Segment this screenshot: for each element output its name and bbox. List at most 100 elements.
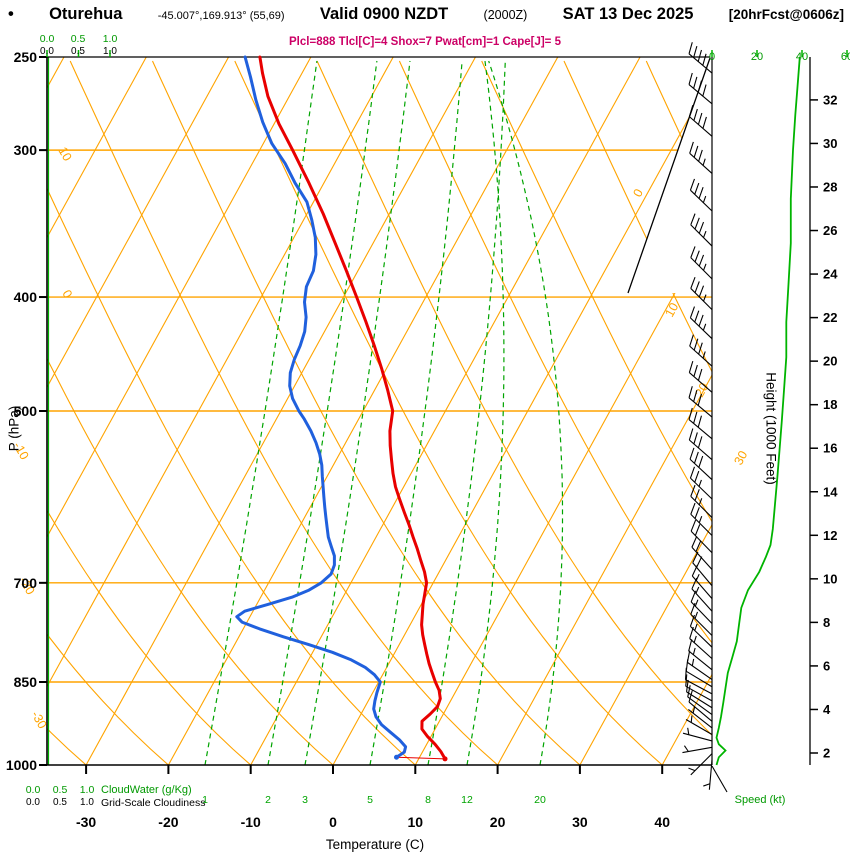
mixing-ratio-line	[304, 60, 411, 765]
wind-barb	[690, 277, 713, 311]
dry-adiabat-line	[563, 60, 712, 765]
wind-barb	[688, 428, 713, 461]
barb-full	[693, 411, 698, 424]
valid-time: Valid 0900 NZDT	[319, 5, 449, 23]
barb-staff	[685, 685, 713, 702]
barb-full	[694, 507, 700, 519]
barb-half	[695, 586, 700, 594]
barb-full	[689, 334, 694, 347]
barb-staff	[688, 419, 713, 440]
wind-barb	[690, 502, 713, 536]
mixing-ratio-line	[488, 60, 564, 765]
wind-barb	[689, 466, 713, 500]
height-tick-label: 8	[823, 615, 830, 630]
temperature-curve	[258, 55, 447, 761]
barb-half	[703, 230, 707, 238]
height-tick-label: 22	[823, 310, 837, 325]
height-tick-label: 20	[823, 354, 837, 369]
barb-full	[687, 685, 691, 698]
barb-staff	[688, 701, 713, 722]
barb-full	[688, 690, 693, 703]
barb-full	[697, 393, 703, 406]
mixing-ratio-label: 2	[265, 794, 271, 806]
mixing-ratio-label: 5	[367, 794, 373, 806]
cloudwater-top-tick-2: 1.0	[102, 33, 118, 45]
wind-barb	[690, 519, 713, 554]
temp-tick-label: 40	[654, 814, 670, 830]
wind-barb	[687, 685, 713, 716]
barb-full	[688, 407, 693, 420]
barb-half	[690, 715, 693, 723]
cloudwater-top-tick-0: 0.0	[39, 33, 55, 45]
barb-full	[694, 470, 700, 483]
wind-barb	[689, 141, 713, 174]
pressure-tick-label: 500	[14, 403, 38, 419]
barb-half	[694, 611, 699, 619]
cloudwater-bottom-tick-0: 0.0	[25, 784, 41, 796]
isotherm-label: 10	[662, 300, 681, 319]
barb-full	[686, 650, 691, 663]
barb-full	[698, 342, 703, 355]
temp-tick-label: 30	[572, 814, 588, 830]
barb-staff	[689, 345, 713, 367]
valid-date: SAT 13 Dec 2025	[562, 5, 694, 23]
cloudwater-axis-title: CloudWater (g/Kg)	[101, 784, 192, 796]
height-tick-label: 32	[823, 92, 837, 107]
barb-full	[697, 49, 703, 62]
dry-adiabat-line	[234, 60, 663, 765]
barb-full	[689, 447, 695, 460]
temp-tick-label: 20	[490, 814, 506, 830]
barb-half	[691, 658, 695, 666]
barb-full	[697, 368, 703, 381]
barb-staff	[689, 152, 713, 174]
height-tick-label: 6	[823, 658, 830, 673]
barb-full	[697, 112, 703, 125]
barb-half	[693, 635, 697, 643]
barb-staff	[690, 224, 713, 247]
wind-barb	[685, 715, 713, 735]
barb-staff	[691, 588, 713, 612]
station-bullet: •	[8, 5, 14, 23]
height-tick-label: 30	[823, 136, 837, 151]
isotherm-line	[47, 57, 394, 765]
cloudwater-top-tick-1: 0.5	[70, 33, 86, 45]
plot-corner-diagonal	[627, 57, 711, 294]
isotherm-line	[47, 57, 147, 765]
temp-tick-label: 10	[408, 814, 424, 830]
wind-barb	[689, 447, 713, 481]
temperature-axis-title: Temperature (C)	[325, 837, 425, 852]
barb-half	[688, 767, 696, 772]
barb-half	[703, 783, 711, 787]
barb-staff	[688, 84, 713, 105]
barb-full	[694, 489, 700, 501]
barb-full	[694, 310, 700, 323]
barb-full	[686, 679, 689, 692]
adiabat-label: 0	[59, 288, 75, 301]
barb-staff	[690, 288, 713, 311]
wind-barb	[690, 484, 713, 518]
barb-full	[689, 178, 695, 191]
cloudwater-bottom-tick-1: 0.5	[52, 784, 68, 796]
mixing-ratio-line	[369, 60, 463, 765]
dry-adiabat-line	[151, 60, 581, 765]
barb-staff	[688, 53, 713, 74]
barb-full	[694, 281, 700, 293]
barb-staff	[691, 575, 713, 600]
barb-staff	[687, 696, 713, 716]
barb-full	[697, 80, 703, 93]
isotherm-line	[332, 57, 712, 765]
barb-full	[697, 436, 703, 449]
barb-staff	[688, 397, 713, 418]
barb-full	[688, 639, 693, 652]
barb-staff	[686, 691, 713, 709]
mixing-ratio-label: 8	[425, 794, 431, 806]
height-tick-label: 26	[823, 223, 837, 238]
dry-adiabat-line	[69, 60, 498, 765]
barb-staff	[690, 530, 713, 554]
barb-staff	[690, 495, 713, 518]
speed-tick-40: 40	[795, 51, 809, 63]
barb-half	[698, 479, 702, 487]
barb-half	[698, 516, 703, 523]
dry-adiabat-line	[645, 60, 712, 765]
